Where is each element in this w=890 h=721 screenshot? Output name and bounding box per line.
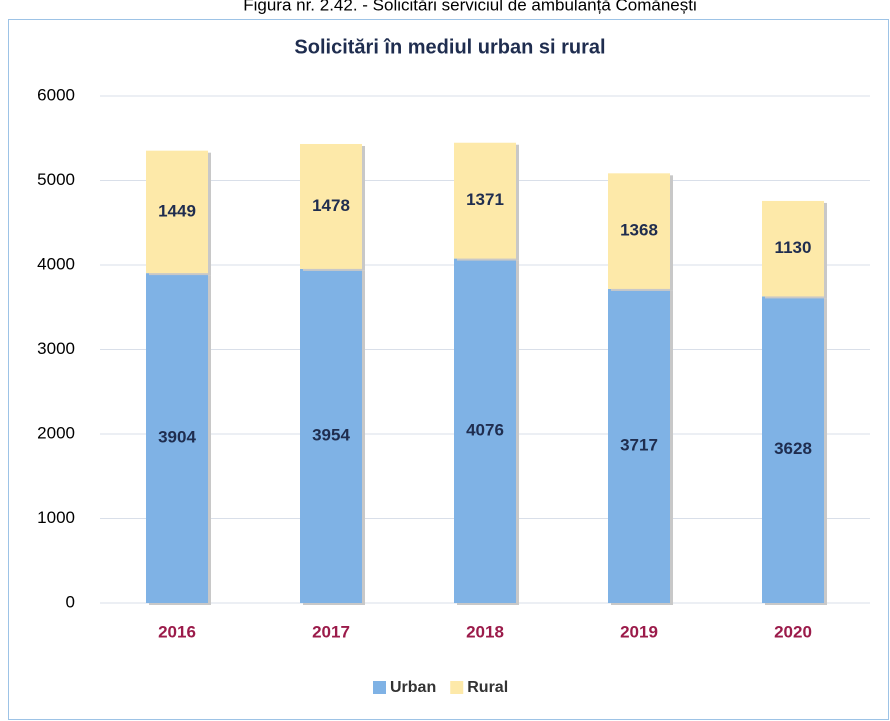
legend-swatch	[450, 681, 464, 694]
x-tick-label: 2017	[312, 622, 350, 641]
data-label: 3954	[312, 425, 350, 444]
y-tick-label: 2000	[37, 423, 75, 442]
bar-segment	[146, 273, 208, 603]
chart-frame	[8, 19, 889, 720]
bar-segment	[762, 296, 824, 603]
data-label: 1368	[620, 221, 658, 240]
bar-segment	[454, 142, 516, 259]
x-tick-label: 2020	[774, 622, 812, 641]
data-label: 3717	[620, 435, 658, 454]
y-tick-label: 0	[66, 592, 75, 611]
chart-title: Solicitări în mediul urban si rural	[294, 36, 605, 58]
data-label: 3904	[158, 428, 196, 447]
legend-label: Urban	[390, 679, 436, 696]
data-label: 1130	[775, 238, 812, 257]
data-label: 4076	[466, 420, 504, 439]
y-tick-label: 1000	[37, 508, 75, 527]
y-tick-label: 6000	[37, 85, 75, 104]
y-tick-label: 3000	[37, 339, 75, 358]
x-tick-label: 2016	[158, 622, 196, 641]
x-tick-label: 2018	[466, 622, 504, 641]
bar-segment	[608, 288, 670, 603]
data-label: 3628	[774, 439, 812, 458]
bar-segment	[762, 200, 824, 297]
legend-swatch	[373, 681, 386, 694]
bar-segment	[454, 258, 516, 603]
bar-segment	[146, 150, 208, 274]
bar-segment	[300, 268, 362, 603]
data-label: 1449	[158, 201, 196, 220]
y-tick-label: 5000	[37, 170, 75, 189]
x-tick-label: 2019	[620, 622, 658, 641]
data-label: 1371	[466, 190, 504, 209]
caption: Figura nr. 2.42. - Solicitări serviciul …	[243, 0, 697, 14]
data-label: 1478	[312, 196, 350, 215]
legend-label: Rural	[467, 679, 508, 696]
bar-segment	[608, 173, 670, 289]
bar-segment	[300, 143, 362, 269]
y-tick-label: 4000	[37, 254, 75, 273]
